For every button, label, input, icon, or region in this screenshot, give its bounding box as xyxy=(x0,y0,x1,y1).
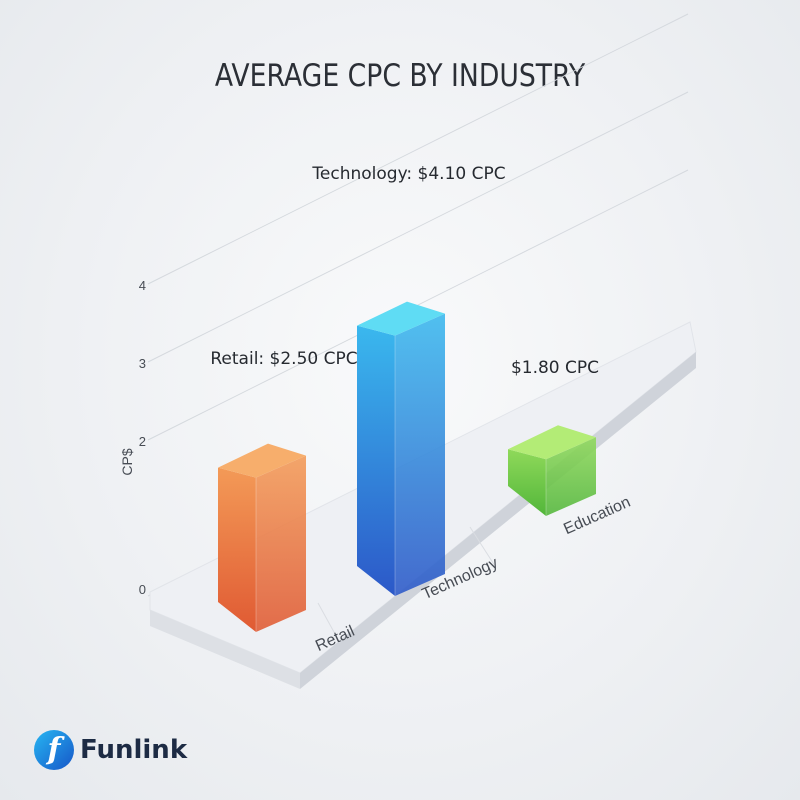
y-tick-label: 3 xyxy=(139,356,146,371)
bar-retail-side xyxy=(256,455,306,632)
chart-title: AVERAGE CPC BY INDUSTRY xyxy=(214,58,586,94)
base-left-face xyxy=(150,610,300,689)
data-label-retail: Retail: $2.50 CPC xyxy=(210,349,357,369)
bar-education-top xyxy=(508,425,596,460)
y-tick-label: 0 xyxy=(139,582,146,597)
bar-technology xyxy=(357,301,445,596)
bar-retail-top xyxy=(218,443,306,478)
y-axis-label: CP$ xyxy=(119,448,135,475)
y-tick-label: 2 xyxy=(139,434,146,449)
bar-retail xyxy=(218,443,306,632)
bar-technology-front xyxy=(357,325,395,596)
bar-education-front xyxy=(508,449,546,516)
data-label-education: $1.80 CPC xyxy=(511,358,599,378)
brand-name: Funlink xyxy=(80,735,188,765)
bar-education xyxy=(508,425,596,516)
bars-layer xyxy=(218,301,596,632)
gridline-2 xyxy=(147,169,689,441)
y-axis: 0 2 3 4 CP$ xyxy=(119,278,146,597)
bar-education-side xyxy=(546,437,596,516)
y-tick-label: 4 xyxy=(139,278,146,293)
gridline-4 xyxy=(147,13,689,285)
bar-technology-side xyxy=(395,313,445,596)
base-front-face xyxy=(300,352,696,689)
data-label-technology: Technology: $4.10 CPC xyxy=(311,164,505,184)
funlink-f-icon: f xyxy=(34,730,74,770)
bar-technology-top xyxy=(357,301,445,336)
bar-retail-front xyxy=(218,467,256,632)
gridline-3 xyxy=(147,91,689,363)
platform-divider-1 xyxy=(317,602,341,644)
brand-logo: f Funlink xyxy=(34,728,187,772)
platform-divider-2 xyxy=(469,526,496,567)
